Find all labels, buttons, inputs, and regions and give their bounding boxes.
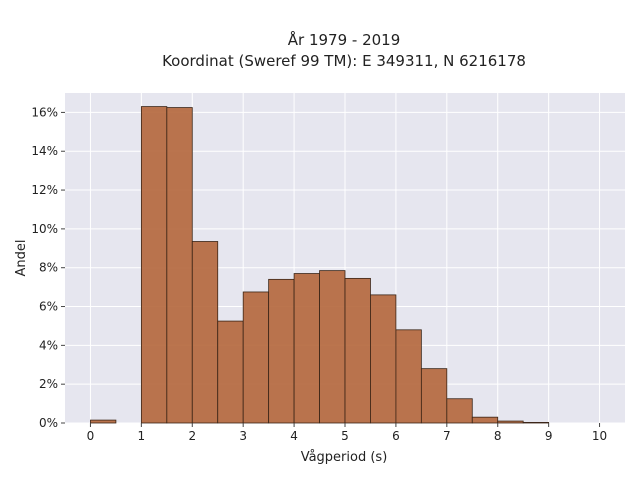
histogram-bar [446, 398, 473, 424]
histogram-bar [242, 291, 270, 424]
x-tick-label: 2 [188, 429, 196, 443]
bars [90, 106, 550, 424]
x-tick-label: 6 [392, 429, 400, 443]
x-tick-label: 10 [592, 429, 607, 443]
chart-title: År 1979 - 2019 [288, 30, 401, 49]
y-tick-label: 12% [31, 183, 58, 197]
histogram-bar [217, 320, 244, 424]
chart-subtitle: Koordinat (Sweref 99 TM): E 349311, N 62… [162, 52, 526, 70]
x-tick-label: 1 [138, 429, 146, 443]
x-tick-label: 3 [239, 429, 247, 443]
histogram-bar [140, 106, 168, 424]
y-tick-label: 4% [39, 338, 58, 352]
histogram-bar [522, 422, 550, 424]
histogram-bar [420, 368, 448, 424]
x-tick-label: 8 [494, 429, 502, 443]
histogram-bar [191, 241, 219, 424]
histogram-bar [319, 270, 346, 424]
y-tick-label: 0% [39, 416, 58, 430]
y-tick-label: 8% [39, 261, 58, 275]
histogram-bar [293, 273, 320, 424]
y-tick-label: 16% [31, 105, 58, 119]
y-tick-label: 10% [31, 222, 58, 236]
histogram-bar [344, 277, 371, 424]
histogram-bar [268, 278, 295, 424]
x-tick-label: 7 [443, 429, 451, 443]
y-tick-label: 6% [39, 300, 58, 314]
histogram-bar [166, 107, 193, 424]
histogram-bar [370, 294, 397, 424]
y-axis-ticks: 0% 2% 4% 6% 8% 10% 12% 14% 16% [31, 105, 65, 430]
x-axis-label: Vågperiod (s) [301, 450, 388, 465]
y-tick-label: 2% [39, 377, 58, 391]
histogram-bar [471, 416, 499, 424]
x-tick-label: 4 [290, 429, 298, 443]
x-tick-label: 0 [87, 429, 95, 443]
histogram-bar [497, 420, 524, 424]
histogram-bar [395, 329, 422, 424]
y-tick-label: 14% [31, 144, 58, 158]
x-axis-ticks: 0 1 2 3 4 5 6 7 8 9 10 [87, 423, 607, 443]
x-tick-label: 9 [545, 429, 553, 443]
x-tick-label: 5 [341, 429, 349, 443]
histogram-bar [90, 419, 117, 424]
y-axis-label: Andel [14, 240, 29, 277]
